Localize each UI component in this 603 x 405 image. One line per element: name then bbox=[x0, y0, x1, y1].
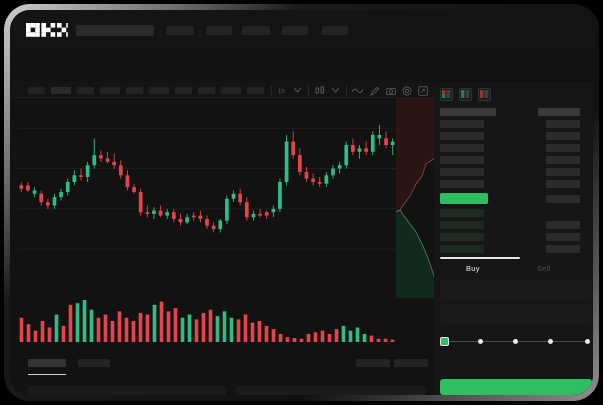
interval-button-1[interactable] bbox=[28, 87, 45, 94]
interval-button-4[interactable] bbox=[100, 87, 120, 94]
market-bar: Spot Trading bbox=[10, 48, 593, 112]
bottom-block-2[interactable] bbox=[236, 386, 426, 395]
bottom-tab-1[interactable] bbox=[28, 359, 66, 367]
toolbar-divider-3 bbox=[346, 86, 347, 95]
orderbook-last-size bbox=[546, 195, 580, 203]
orderbook-bid-size-3 bbox=[546, 233, 580, 241]
svg-text:1h: 1h bbox=[278, 89, 285, 95]
orderbook-ask-size-4 bbox=[546, 156, 580, 164]
orderbook-ask-size-1 bbox=[546, 120, 580, 128]
orderbook-last-price bbox=[440, 193, 488, 204]
nav-item-3[interactable] bbox=[242, 26, 270, 35]
orderbook-bid-size-4 bbox=[546, 245, 580, 253]
interval-button-9[interactable] bbox=[221, 87, 241, 94]
total-field[interactable] bbox=[440, 328, 592, 336]
orderbook-ask-size-2 bbox=[546, 132, 580, 140]
interval-button-10[interactable] bbox=[247, 87, 264, 94]
orderbook-bid-price-4[interactable] bbox=[440, 245, 484, 253]
candles-icon[interactable] bbox=[315, 86, 325, 95]
chevron-down-icon[interactable] bbox=[294, 88, 301, 93]
interval-button-7[interactable] bbox=[175, 87, 192, 94]
orderbook-ask-size-5 bbox=[546, 168, 580, 176]
orderbook-ask-price-1[interactable] bbox=[440, 120, 484, 128]
toolbar-divider bbox=[271, 86, 272, 95]
percent-stop-50[interactable] bbox=[513, 339, 518, 344]
volume-chart bbox=[19, 300, 395, 342]
orderbook-ask-price-6[interactable] bbox=[440, 180, 484, 188]
search-input[interactable] bbox=[76, 25, 154, 36]
orderbook-ask-price-5[interactable] bbox=[440, 168, 484, 176]
toolbar-divider-2 bbox=[308, 86, 309, 95]
chevron-down-icon-2[interactable] bbox=[332, 88, 339, 93]
percent-slider-handle[interactable] bbox=[440, 337, 449, 346]
percent-stop-75[interactable] bbox=[548, 339, 553, 344]
tab-buy[interactable]: Buy bbox=[466, 264, 480, 273]
bottom-tab-2[interactable] bbox=[78, 359, 110, 367]
bottom-action-2[interactable] bbox=[394, 359, 428, 367]
candlestick-chart[interactable] bbox=[18, 98, 396, 266]
orderbook-rows[interactable] bbox=[434, 108, 593, 266]
bottom-panel bbox=[10, 350, 434, 395]
orderbook-bid-price-1[interactable] bbox=[440, 209, 484, 217]
amount-field[interactable] bbox=[440, 304, 592, 324]
orderbook-ask-size-3 bbox=[546, 144, 580, 152]
bottom-action-1[interactable] bbox=[356, 359, 390, 367]
orderbook-view-modes bbox=[440, 88, 491, 101]
orderbook-ask-price-4[interactable] bbox=[440, 156, 484, 164]
interval-button-6[interactable] bbox=[149, 87, 169, 94]
interval-button-3[interactable] bbox=[77, 87, 94, 94]
bottom-block-1[interactable] bbox=[28, 386, 226, 395]
device-bezel: Spot Trading bbox=[4, 4, 599, 401]
camera-icon[interactable] bbox=[386, 86, 396, 96]
interval-button-5[interactable] bbox=[126, 87, 143, 94]
nav-item-4[interactable] bbox=[282, 26, 308, 35]
app-header bbox=[10, 10, 593, 48]
orderbook-mode-both[interactable] bbox=[440, 88, 453, 101]
nav-item-1[interactable] bbox=[166, 26, 194, 35]
active-tab-indicator bbox=[28, 374, 66, 375]
gear-icon[interactable] bbox=[402, 86, 412, 96]
pencil-icon[interactable] bbox=[370, 86, 380, 96]
fullscreen-icon[interactable] bbox=[418, 86, 428, 96]
nav-item-5[interactable] bbox=[322, 26, 348, 35]
wave-icon[interactable] bbox=[352, 86, 363, 95]
orderbook-ask-price-3[interactable] bbox=[440, 144, 484, 152]
interval-label-icon[interactable]: 1h bbox=[278, 86, 288, 95]
orderbook-bid-price-3[interactable] bbox=[440, 233, 484, 241]
interval-button-2[interactable] bbox=[51, 87, 71, 94]
chart-panel[interactable] bbox=[18, 98, 396, 346]
percent-stop-100[interactable] bbox=[585, 339, 590, 344]
nav-item-2[interactable] bbox=[206, 26, 232, 35]
order-book-panel: Buy Sell bbox=[434, 82, 593, 395]
orderbook-ask-size-6 bbox=[546, 180, 580, 188]
percent-stop-25[interactable] bbox=[478, 339, 483, 344]
orderbook-mode-asks[interactable] bbox=[478, 88, 491, 101]
buy-tab-indicator bbox=[440, 257, 520, 259]
tab-sell[interactable]: Sell bbox=[537, 264, 551, 273]
interval-button-8[interactable] bbox=[198, 87, 215, 94]
orderbook-mode-bids[interactable] bbox=[459, 88, 472, 101]
confirm-buy-button[interactable] bbox=[440, 379, 592, 395]
orderbook-bid-price-2[interactable] bbox=[440, 221, 484, 229]
depth-chart-overlay bbox=[396, 98, 438, 298]
okx-logo[interactable] bbox=[26, 23, 68, 37]
orderbook-col-header-size bbox=[538, 108, 580, 116]
device-screen: Spot Trading bbox=[10, 10, 593, 395]
orderbook-ask-price-2[interactable] bbox=[440, 132, 484, 140]
orderbook-col-header-price bbox=[440, 108, 496, 116]
price-field[interactable] bbox=[440, 280, 592, 300]
orderbook-bid-size-2 bbox=[546, 221, 580, 229]
